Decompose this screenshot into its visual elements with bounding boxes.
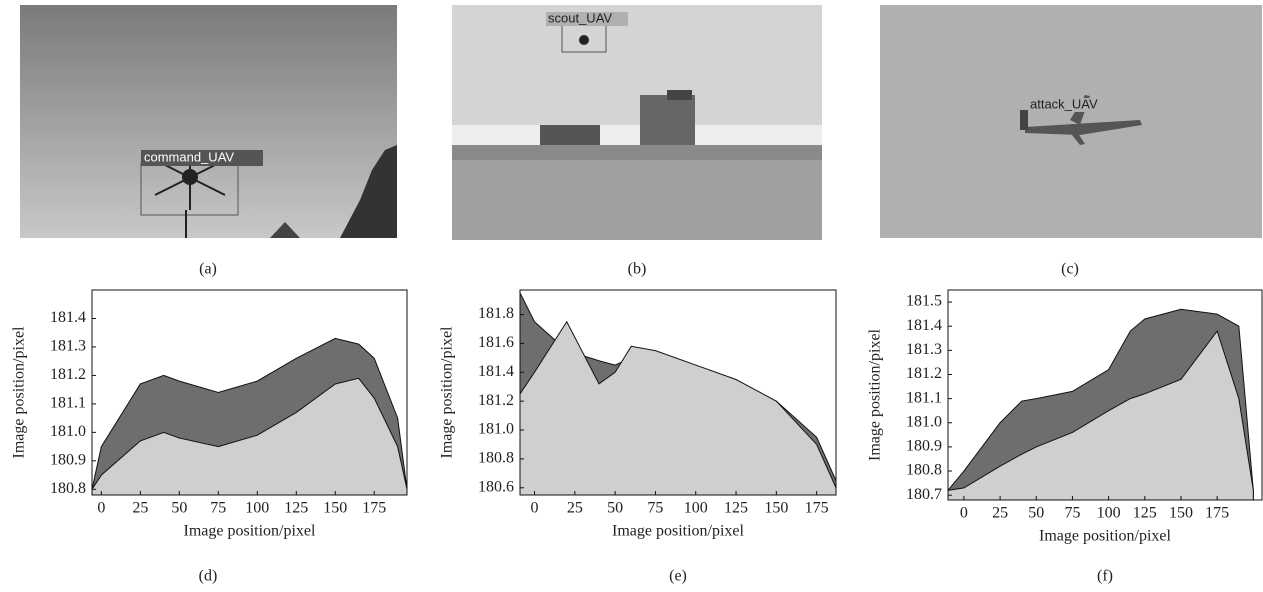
x-tick-label: 75 [1064, 505, 1080, 522]
photo-a: command_UAV [20, 5, 397, 238]
y-tick-label: 181.4 [906, 317, 942, 334]
x-tick-label: 100 [684, 500, 708, 517]
y-tick-label: 181.1 [906, 389, 942, 406]
y-tick-label: 180.6 [478, 478, 514, 495]
plot-frame [519, 289, 837, 496]
photo-c: attack_UAV [880, 5, 1262, 238]
x-tick-label: 150 [1169, 505, 1193, 522]
caption: (b) [628, 261, 647, 278]
x-axis-label: Image position/pixel [612, 523, 745, 540]
plot-frame [91, 289, 408, 496]
photo-label: attack_UAV [1030, 96, 1098, 111]
x-tick-label: 50 [1028, 505, 1044, 522]
y-tick-label: 181.0 [906, 413, 942, 430]
plot-frame [947, 289, 1263, 501]
x-tick-label: 125 [724, 500, 748, 517]
x-tick-label: 50 [171, 500, 187, 517]
caption: (c) [1061, 261, 1079, 278]
y-tick-label: 181.0 [478, 421, 514, 438]
y-tick-label: 181.4 [50, 309, 86, 326]
x-tick-label: 175 [805, 500, 829, 517]
x-tick-label: 150 [764, 500, 788, 517]
y-tick-label: 181.4 [478, 363, 514, 380]
y-tick-label: 181.3 [906, 341, 942, 358]
photo-label: command_UAV [144, 149, 234, 164]
y-tick-label: 181.3 [50, 338, 86, 355]
x-tick-label: 150 [323, 500, 347, 517]
x-tick-label: 50 [607, 500, 623, 517]
y-tick-label: 180.7 [906, 486, 942, 503]
caption: (e) [669, 568, 687, 585]
x-tick-label: 75 [647, 500, 663, 517]
y-tick-label: 181.6 [478, 334, 514, 351]
photo-label: scout_UAV [548, 10, 612, 25]
x-tick-label: 75 [210, 500, 226, 517]
x-tick-label: 0 [531, 500, 539, 517]
y-tick-label: 181.5 [906, 293, 942, 310]
x-tick-label: 100 [245, 500, 269, 517]
y-axis-label: Image position/pixel [867, 328, 884, 461]
x-axis-label: Image position/pixel [1039, 528, 1172, 545]
caption: (d) [199, 568, 218, 585]
y-tick-label: 180.8 [906, 462, 942, 479]
x-tick-label: 0 [960, 505, 968, 522]
y-tick-label: 181.0 [50, 423, 86, 440]
x-tick-label: 25 [567, 500, 583, 517]
y-axis-label: Image position/pixel [439, 326, 456, 459]
y-tick-label: 181.1 [50, 395, 86, 412]
y-tick-label: 181.2 [50, 366, 86, 383]
area [91, 377, 408, 496]
x-axis-label: Image position/pixel [184, 523, 317, 540]
photo-b: scout_UAV [452, 5, 822, 240]
caption: (f) [1097, 568, 1113, 585]
caption: (a) [199, 261, 217, 278]
x-tick-label: 100 [1097, 505, 1121, 522]
x-tick-label: 25 [132, 500, 148, 517]
y-axis-label: Image position/pixel [11, 326, 28, 459]
area [947, 329, 1254, 501]
x-tick-label: 125 [1133, 505, 1157, 522]
x-tick-label: 25 [992, 505, 1008, 522]
x-tick-label: 175 [362, 500, 386, 517]
x-tick-label: 125 [284, 500, 308, 517]
y-tick-label: 181.2 [478, 392, 514, 409]
y-tick-label: 181.2 [906, 365, 942, 382]
y-tick-label: 180.8 [478, 450, 514, 467]
x-tick-label: 175 [1205, 505, 1229, 522]
x-tick-label: 0 [97, 500, 105, 517]
y-tick-label: 180.9 [50, 452, 86, 469]
y-tick-label: 180.8 [50, 480, 86, 497]
y-tick-label: 181.8 [478, 305, 514, 322]
y-tick-label: 180.9 [906, 438, 942, 455]
area [519, 320, 837, 496]
